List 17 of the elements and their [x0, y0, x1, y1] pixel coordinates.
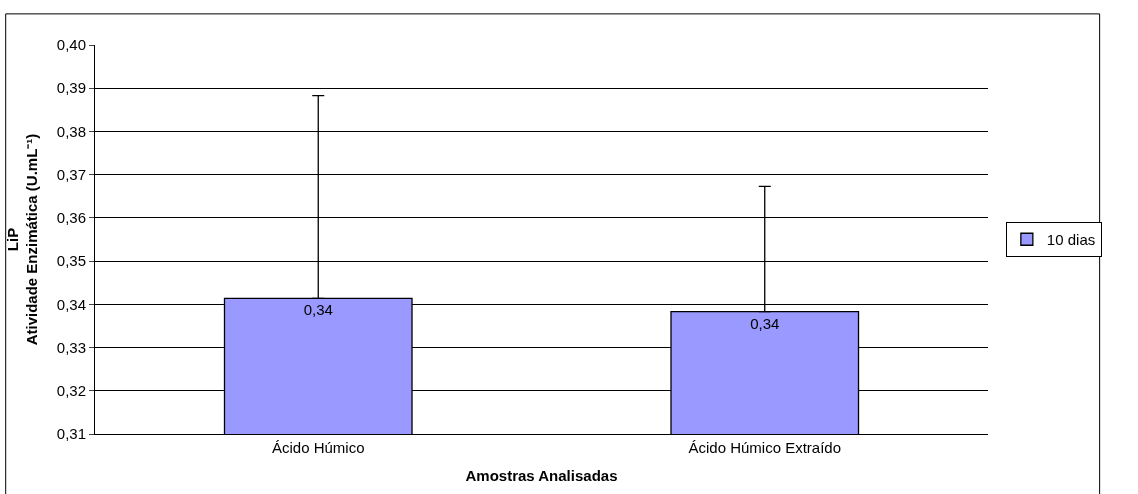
- y-tick-label: 0,33: [56, 338, 86, 356]
- y-tick-label: 0,38: [56, 122, 86, 140]
- data-label: 0,34: [303, 301, 333, 319]
- y-tick-label: 0,37: [56, 165, 86, 183]
- x-tick-label: Ácido Húmico Extraído: [688, 439, 842, 456]
- y-tick-label: 0,31: [56, 425, 86, 443]
- legend-label: 10 dias: [1046, 231, 1096, 249]
- y-tick-label: 0,32: [56, 382, 86, 400]
- y-tick-label: 0,34: [56, 295, 86, 313]
- y-tick-label: 0,35: [56, 252, 86, 270]
- y-tick-label: 0,36: [56, 209, 86, 227]
- y-tick-label: 0,39: [56, 79, 86, 97]
- x-axis-title: Amostras Analisadas: [465, 467, 618, 484]
- y-tick-label: 0,40: [56, 36, 86, 54]
- data-label: 0,34: [750, 314, 780, 332]
- y-axis-title: LiP Atividade Enzimática (U.mL⁻¹): [3, 133, 41, 346]
- x-tick-label: Ácido Húmico: [271, 439, 365, 456]
